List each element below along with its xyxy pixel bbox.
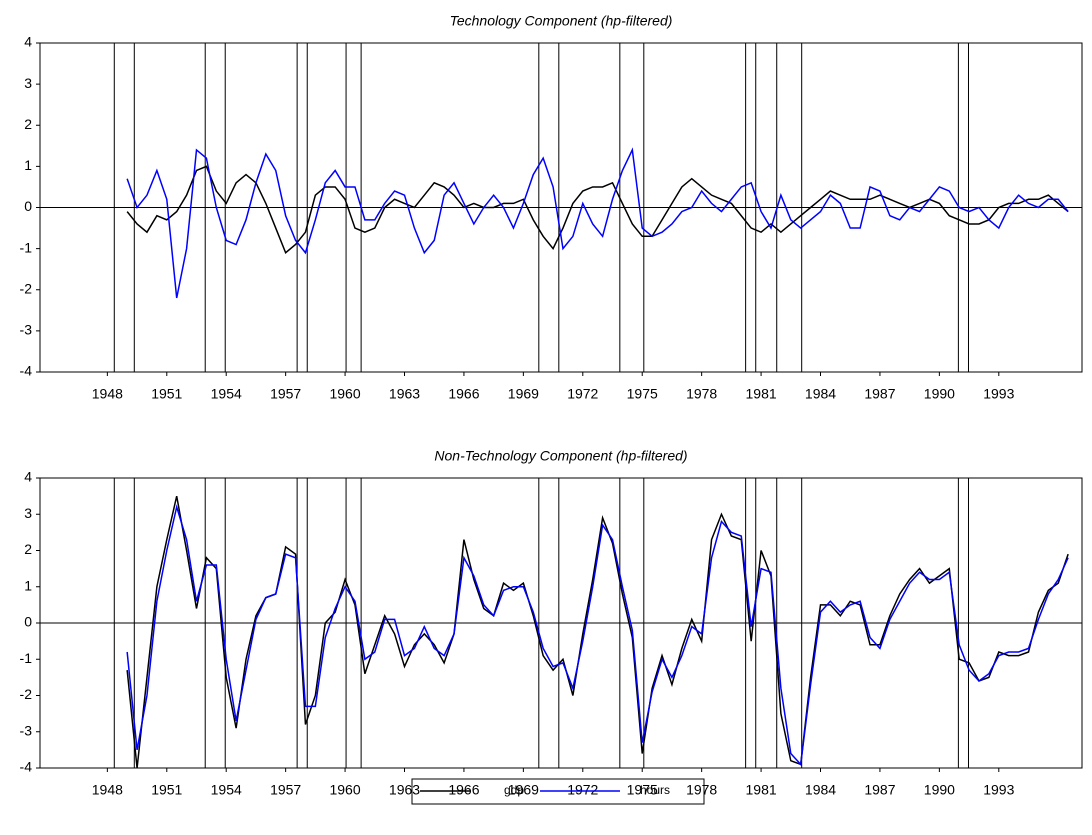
x-tick-label: 1984 [805, 386, 836, 402]
y-tick-label: -4 [20, 759, 33, 775]
y-tick-label: 0 [24, 198, 32, 214]
x-tick-label: 1951 [151, 386, 182, 402]
y-tick-label: -4 [20, 363, 33, 379]
x-tick-label: 1948 [92, 782, 123, 798]
y-tick-label: -3 [20, 722, 33, 738]
series-line [126, 495, 1069, 769]
x-tick-label: 1990 [924, 386, 955, 402]
x-tick-label: 1981 [746, 782, 777, 798]
x-tick-label: 1981 [746, 386, 777, 402]
legend-label: gdp [504, 783, 524, 797]
x-tick-label: 1990 [924, 782, 955, 798]
x-tick-label: 1948 [92, 386, 123, 402]
chart-title: Non-Technology Component (hp-filtered) [434, 448, 687, 464]
chart-title: Technology Component (hp-filtered) [450, 13, 673, 29]
x-tick-label: 1993 [983, 782, 1014, 798]
y-tick-label: 2 [24, 116, 32, 132]
x-tick-label: 1963 [389, 782, 420, 798]
x-tick-label: 1960 [329, 782, 360, 798]
x-tick-label: 1987 [864, 386, 895, 402]
x-tick-label: 1969 [508, 782, 539, 798]
x-tick-label: 1972 [567, 386, 598, 402]
x-tick-label: 1966 [448, 386, 479, 402]
y-tick-label: -1 [20, 650, 33, 666]
y-tick-label: 0 [24, 614, 32, 630]
x-tick-label: 1975 [627, 386, 658, 402]
x-tick-label: 1957 [270, 386, 301, 402]
y-tick-label: -1 [20, 239, 33, 255]
x-tick-label: 1963 [389, 386, 420, 402]
legend-label: hours [640, 783, 670, 797]
x-tick-label: 1957 [270, 782, 301, 798]
x-tick-label: 1972 [567, 782, 598, 798]
series-line [126, 165, 1069, 254]
y-tick-label: -3 [20, 322, 33, 338]
y-tick-label: -2 [20, 686, 33, 702]
y-tick-label: 3 [24, 75, 32, 91]
y-tick-label: -2 [20, 280, 33, 296]
x-tick-label: 1993 [983, 386, 1014, 402]
x-tick-label: 1987 [864, 782, 895, 798]
x-tick-label: 1954 [211, 386, 242, 402]
series-line [126, 504, 1069, 767]
y-tick-label: 4 [24, 469, 32, 485]
y-tick-label: 3 [24, 505, 32, 521]
y-tick-label: 1 [24, 157, 32, 173]
y-tick-label: 1 [24, 577, 32, 593]
y-tick-label: 4 [24, 34, 32, 50]
x-tick-label: 1951 [151, 782, 182, 798]
x-tick-label: 1966 [448, 782, 479, 798]
x-tick-label: 1969 [508, 386, 539, 402]
x-tick-label: 1975 [627, 782, 658, 798]
x-tick-label: 1978 [686, 782, 717, 798]
x-tick-label: 1954 [211, 782, 242, 798]
y-tick-label: 2 [24, 541, 32, 557]
x-tick-label: 1960 [329, 386, 360, 402]
series-line [126, 147, 1069, 299]
x-tick-label: 1984 [805, 782, 836, 798]
x-tick-label: 1978 [686, 386, 717, 402]
